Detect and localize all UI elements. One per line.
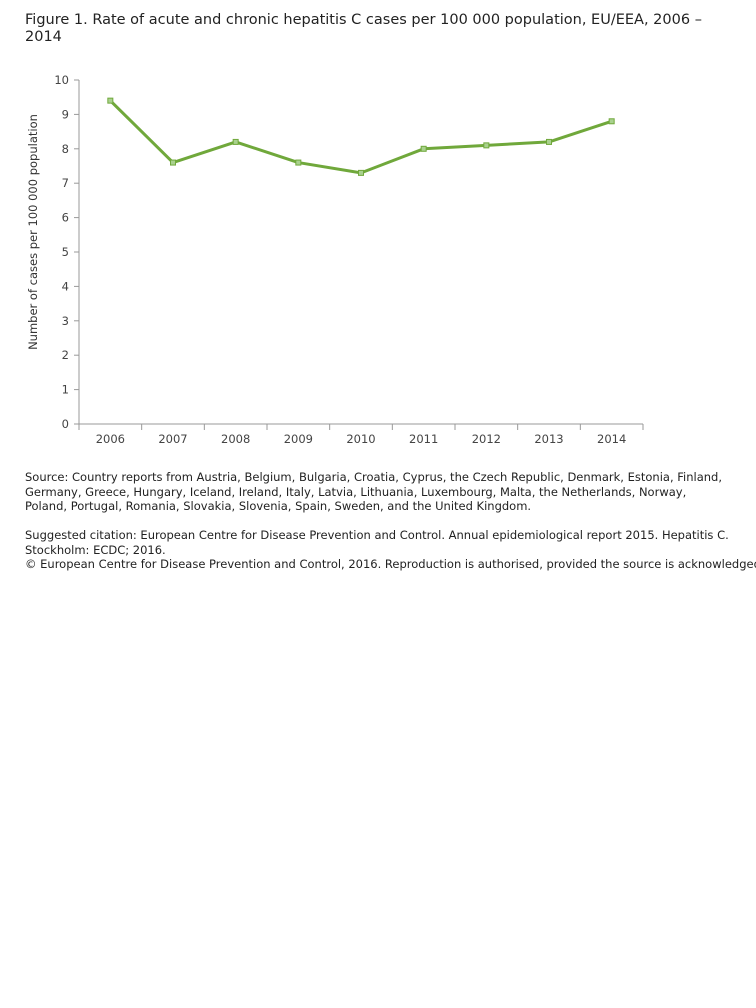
x-tick-label: 2011 — [409, 432, 438, 446]
source-note: Source: Country reports from Austria, Be… — [25, 470, 723, 514]
data-point-marker — [295, 159, 302, 166]
y-tick-label: 7 — [62, 176, 69, 190]
data-point-marker — [420, 145, 427, 152]
y-tick-label: 4 — [62, 279, 69, 293]
x-axis-ticks: 2006 2007 2008 2009 2010 2011 2012 2013 2014 — [78, 424, 644, 446]
citation-block: Suggested citation: European Centre for … — [25, 528, 756, 572]
y-tick-label: 5 — [62, 245, 69, 259]
x-tick-label: 2010 — [346, 432, 375, 446]
x-tick-label: 2007 — [158, 432, 187, 446]
x-tick-label: 2009 — [284, 432, 313, 446]
y-tick-label: 0 — [62, 417, 69, 431]
data-point-markers — [107, 97, 615, 176]
y-tick-label: 3 — [62, 314, 69, 328]
y-tick-label: 9 — [62, 107, 69, 121]
data-point-marker — [107, 97, 114, 104]
y-tick-label: 1 — [62, 383, 69, 397]
figure-title: Figure 1. Rate of acute and chronic hepa… — [25, 12, 702, 45]
y-axis-title: Number of cases per 100 000 population — [26, 114, 40, 350]
x-tick-label: 2012 — [472, 432, 501, 446]
y-tick-label: 10 — [54, 73, 69, 87]
series-line — [109, 99, 613, 175]
y-axis-ticks: 0 1 2 3 4 5 6 7 8 9 10 — [54, 73, 79, 431]
copyright-notice: © European Centre for Disease Prevention… — [25, 557, 756, 572]
x-tick-label: 2014 — [597, 432, 626, 446]
data-point-marker — [232, 138, 239, 145]
data-point-marker — [170, 159, 176, 166]
data-point-marker — [546, 138, 552, 145]
y-tick-label: 6 — [62, 211, 69, 225]
citation-line-1: Suggested citation: European Centre for … — [25, 528, 729, 542]
line-chart: 0 1 2 3 4 5 6 7 8 9 10 2006 2007 2008 2009 2010 2011 201… — [26, 73, 644, 446]
x-tick-label: 2006 — [96, 432, 125, 446]
x-tick-label: 2013 — [534, 432, 563, 446]
y-tick-label: 8 — [62, 142, 69, 156]
citation-line-2: Stockholm: ECDC; 2016. — [25, 542, 166, 557]
data-point-marker — [358, 169, 364, 176]
data-point-marker — [483, 142, 490, 149]
y-tick-label: 2 — [62, 348, 69, 362]
data-point-marker — [608, 118, 615, 125]
x-tick-label: 2008 — [221, 432, 250, 446]
